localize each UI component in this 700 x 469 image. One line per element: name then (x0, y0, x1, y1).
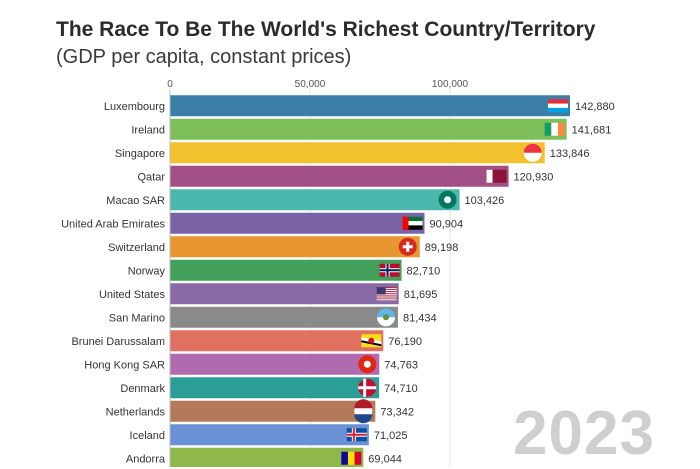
bar (170, 283, 399, 305)
chart-title: The Race To Be The World's Richest Count… (56, 18, 596, 41)
value-label: 90,904 (429, 218, 463, 230)
flag-macao-icon (438, 190, 457, 209)
chart-subtitle: (GDP per capita, constant prices) (56, 46, 352, 68)
category-label: San Marino (109, 312, 165, 324)
category-label: Netherlands (106, 406, 166, 418)
bar (170, 165, 509, 187)
x-tick-label: 50,000 (295, 79, 326, 90)
flag-norway-icon (379, 263, 400, 277)
value-label: 74,710 (384, 383, 418, 395)
category-label: Luxembourg (104, 101, 165, 113)
flag-qatar-icon (486, 169, 507, 183)
category-label: Switzerland (108, 242, 165, 254)
flag-singapore-icon (523, 143, 542, 162)
category-label: United States (99, 289, 166, 301)
bar (170, 353, 380, 375)
value-label: 71,025 (374, 430, 408, 442)
bar (170, 447, 364, 467)
value-label: 81,695 (404, 289, 438, 301)
category-label: Brunei Darussalam (71, 336, 165, 348)
bar (170, 306, 398, 328)
category-label: Macao SAR (106, 195, 165, 207)
x-tick-label: 0 (167, 79, 173, 90)
value-label: 103,426 (465, 195, 505, 207)
value-label: 69,044 (368, 453, 402, 465)
value-label: 73,342 (380, 406, 414, 418)
bar (170, 400, 376, 422)
bar (170, 236, 420, 258)
bar (170, 377, 380, 399)
flag-denmark-icon (358, 378, 377, 397)
bar (170, 118, 567, 140)
value-label: 82,710 (407, 265, 441, 277)
category-label: Hong Kong SAR (84, 359, 165, 371)
category-label: Andorra (126, 453, 166, 465)
flag-san-marino-icon (376, 308, 395, 327)
flag-ireland-icon (544, 122, 565, 136)
bar (170, 212, 425, 234)
value-label: 141,681 (572, 124, 612, 136)
x-tick-label: 100,000 (432, 79, 469, 90)
bar (170, 424, 369, 446)
value-label: 89,198 (425, 242, 459, 254)
category-label: Norway (128, 265, 166, 277)
flag-usa-icon (376, 287, 397, 301)
flag-iceland-icon (346, 428, 367, 442)
category-label: Singapore (115, 148, 165, 160)
flag-andorra-icon (341, 451, 362, 465)
bar (170, 189, 460, 211)
flag-luxembourg-icon (548, 99, 568, 113)
bar (170, 142, 545, 164)
category-label: Ireland (131, 124, 165, 136)
value-label: 74,763 (384, 359, 418, 371)
value-label: 133,846 (550, 148, 590, 160)
value-label: 142,880 (575, 101, 615, 113)
bar (170, 259, 402, 281)
category-label: Denmark (120, 383, 165, 395)
flag-uae-icon (402, 216, 423, 230)
flag-hong-kong-icon (358, 355, 377, 374)
bar (170, 95, 570, 117)
bar (170, 330, 384, 352)
category-label: Iceland (130, 430, 165, 442)
value-label: 76,190 (388, 336, 422, 348)
value-label: 81,434 (403, 312, 437, 324)
flag-netherlands-icon (354, 399, 373, 424)
flag-brunei-icon (361, 334, 382, 348)
category-label: United Arab Emirates (61, 218, 165, 230)
value-label: 120,930 (514, 171, 554, 183)
year-watermark: 2023 (513, 399, 655, 468)
flag-switzerland-icon (398, 237, 417, 256)
category-label: Qatar (137, 171, 165, 183)
